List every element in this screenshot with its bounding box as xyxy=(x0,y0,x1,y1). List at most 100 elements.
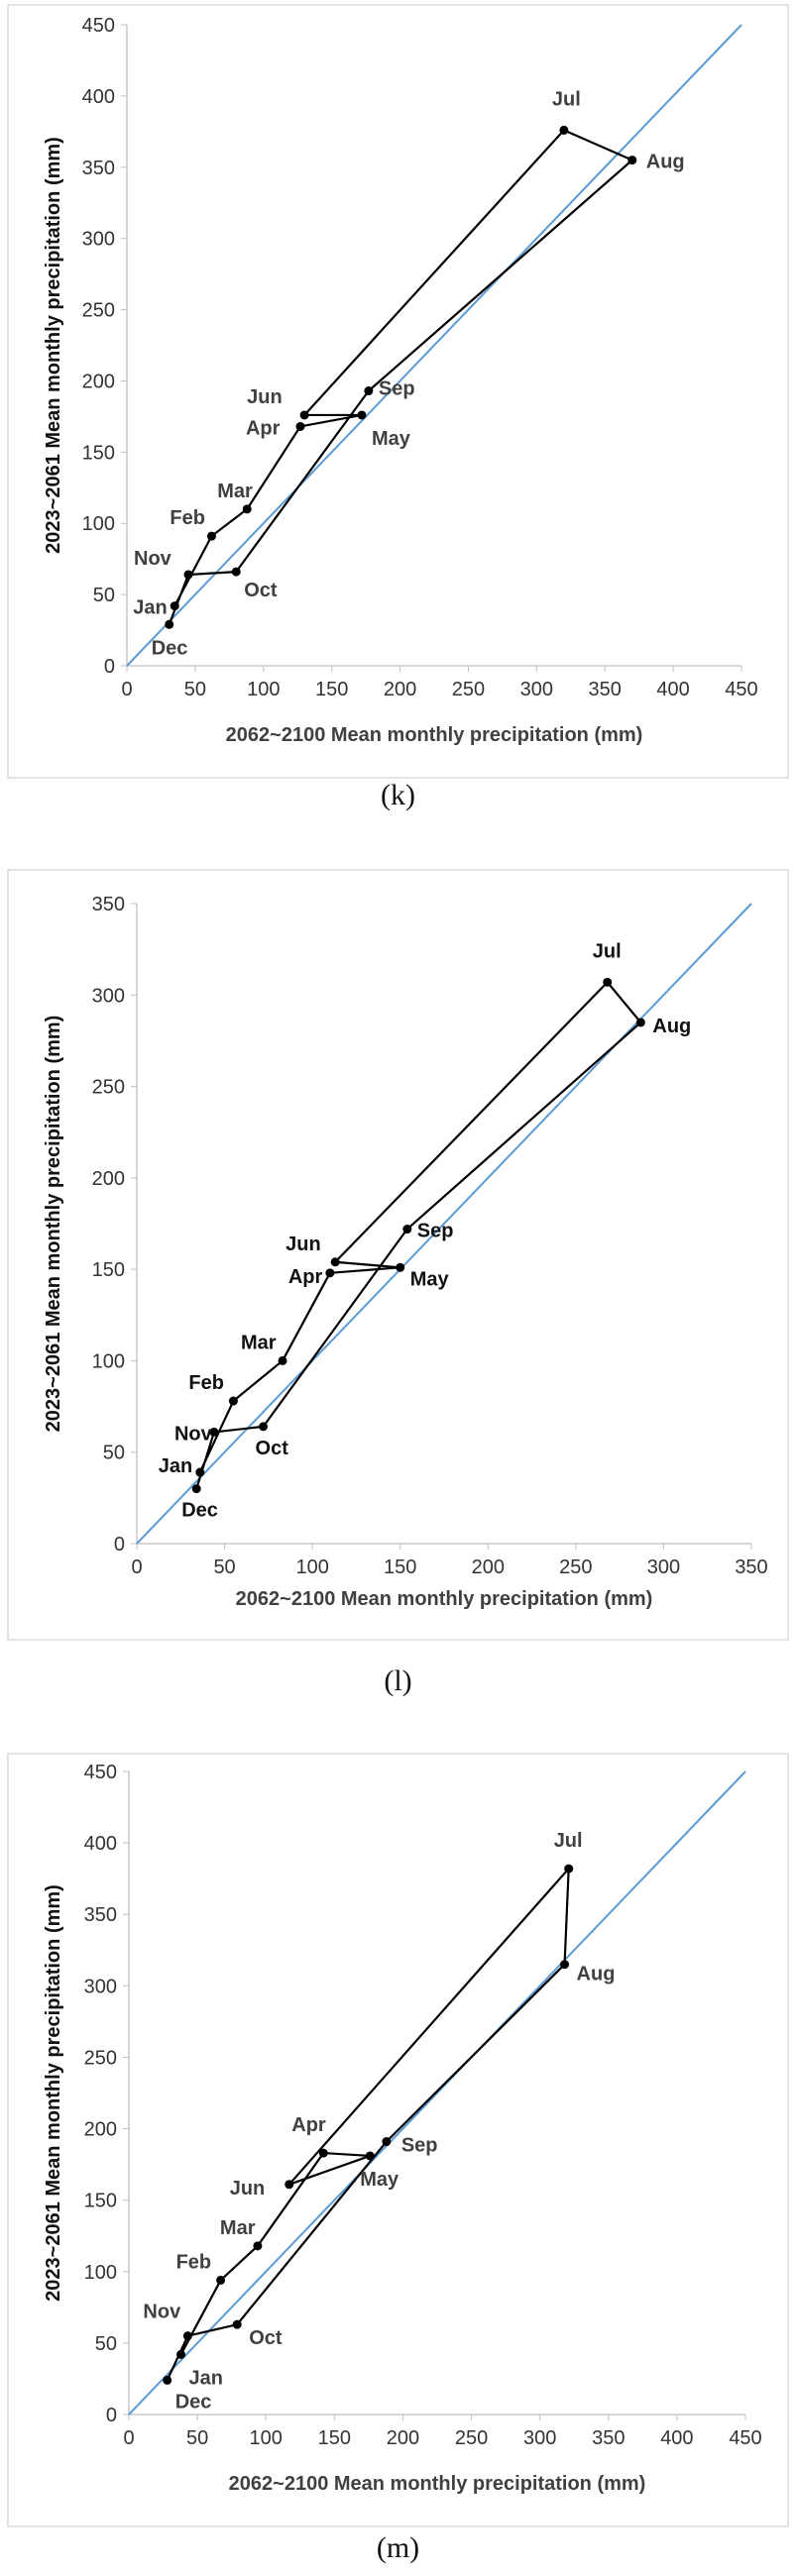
y-tick-label: 350 xyxy=(84,1904,117,1926)
data-point-aug xyxy=(627,156,637,165)
y-tick-label: 50 xyxy=(93,585,115,606)
x-tick-label: 450 xyxy=(725,679,757,700)
x-tick-label: 250 xyxy=(452,679,485,700)
data-label-jan: Jan xyxy=(189,2367,223,2389)
chart-k: 0 50 100 150 200 250 300 350 400 450 0 50 100 150 200 2… xyxy=(7,4,789,779)
x-tick-label: 450 xyxy=(729,2427,761,2449)
data-label-jul: Jul xyxy=(552,88,581,110)
y-tick-label: 100 xyxy=(84,2262,117,2284)
y-tick-label: 50 xyxy=(95,2333,117,2355)
data-point-feb xyxy=(206,531,216,541)
data-label-apr: Apr xyxy=(246,417,281,439)
data-label-oct: Oct xyxy=(244,580,278,601)
y-tick-label: 0 xyxy=(104,656,115,678)
data-point-may xyxy=(357,410,367,420)
y-tick-label: 300 xyxy=(84,1976,117,1997)
data-label-feb: Feb xyxy=(170,507,205,529)
y-tick-label: 0 xyxy=(114,1534,125,1556)
chart-panel-k: 0 50 100 150 200 250 300 350 400 450 0 50 100 150 200 2… xyxy=(0,0,796,811)
data-point-mar xyxy=(278,1355,287,1365)
data-label-jan: Jan xyxy=(133,597,167,619)
caption-l: (l) xyxy=(384,1664,412,1697)
data-point-sep xyxy=(382,2137,392,2147)
data-label-apr: Apr xyxy=(291,2114,326,2136)
y-tick-label: 300 xyxy=(82,229,115,251)
data-label-feb: Feb xyxy=(176,2251,212,2273)
data-point-jan xyxy=(176,2349,186,2359)
y-tick-label: 400 xyxy=(84,1833,117,1855)
data-label-jul: Jul xyxy=(593,940,622,962)
data-label-oct: Oct xyxy=(256,1438,289,1459)
y-tick-label: 250 xyxy=(92,1077,125,1099)
data-label-jun: Jun xyxy=(285,1234,321,1255)
data-point-sep xyxy=(402,1225,412,1234)
x-tick-label: 350 xyxy=(735,1556,767,1578)
data-label-oct: Oct xyxy=(249,2327,283,2349)
data-label-sep: Sep xyxy=(401,2135,438,2157)
x-tick-label: 400 xyxy=(660,2427,693,2449)
data-point-jul xyxy=(559,125,569,135)
chart-frame xyxy=(7,1753,789,2527)
data-point-aug xyxy=(560,1960,570,1970)
data-label-dec: Dec xyxy=(181,1500,218,1522)
x-tick-label: 100 xyxy=(295,1556,328,1578)
data-label-nov: Nov xyxy=(174,1423,213,1445)
x-axis-title: 2062~2100 Mean monthly precipitation (mm… xyxy=(229,2473,646,2495)
y-tick-label: 50 xyxy=(103,1443,125,1464)
data-point-nov xyxy=(182,2331,192,2341)
reference-line-1to1 xyxy=(126,24,742,667)
y-tick-label: 400 xyxy=(82,86,115,108)
y-tick-label: 200 xyxy=(92,1168,125,1190)
data-label-aug: Aug xyxy=(652,1016,691,1037)
x-tick-label: 50 xyxy=(184,679,206,700)
data-label-dec: Dec xyxy=(152,637,188,659)
x-tick-label: 250 xyxy=(455,2427,488,2449)
monthly-series-line xyxy=(166,1867,570,2381)
x-axis-title: 2062~2100 Mean monthly precipitation (mm… xyxy=(226,724,643,746)
chart-frame xyxy=(7,869,789,1641)
data-point-apr xyxy=(318,2148,328,2158)
x-tick-label: 0 xyxy=(131,1556,142,1578)
data-point-aug xyxy=(635,1018,645,1027)
data-point-feb xyxy=(216,2275,226,2285)
x-tick-label: 0 xyxy=(123,2427,134,2449)
x-tick-label: 0 xyxy=(121,679,132,700)
data-point-jul xyxy=(564,1864,574,1874)
monthly-series-line xyxy=(168,129,633,625)
x-tick-label: 250 xyxy=(559,1556,592,1578)
data-label-jan: Jan xyxy=(159,1455,192,1477)
data-point-jun xyxy=(299,410,309,420)
reference-line-1to1 xyxy=(128,1771,746,2415)
y-tick-label: 450 xyxy=(82,15,115,37)
data-point-jun xyxy=(330,1257,340,1267)
data-point-jun xyxy=(284,2180,294,2190)
data-label-aug: Aug xyxy=(577,1964,616,1986)
x-tick-label: 200 xyxy=(472,1556,505,1578)
y-tick-label: 100 xyxy=(82,513,115,535)
data-point-dec xyxy=(163,2375,172,2385)
data-label-dec: Dec xyxy=(175,2391,212,2413)
data-point-oct xyxy=(232,2319,242,2329)
y-tick-label: 450 xyxy=(84,1762,117,1783)
chart-m: 0 50 100 150 200 250 300 350 400 450 0 50 100 150 200 2… xyxy=(7,1753,789,2527)
data-label-apr: Apr xyxy=(288,1266,323,1288)
x-tick-label: 300 xyxy=(520,679,553,700)
y-tick-label: 150 xyxy=(92,1259,125,1281)
y-tick-label: 150 xyxy=(84,2191,117,2212)
x-tick-label: 300 xyxy=(647,1556,680,1578)
data-label-sep: Sep xyxy=(417,1221,454,1242)
x-tick-label: 150 xyxy=(318,2427,351,2449)
data-point-oct xyxy=(231,567,241,577)
y-axis-title: 2023~2061 Mean monthly precipitation (mm… xyxy=(43,137,64,554)
y-axis-title: 2023~2061 Mean monthly precipitation (mm… xyxy=(43,1884,64,2302)
data-label-nov: Nov xyxy=(134,548,172,570)
x-tick-label: 400 xyxy=(656,679,689,700)
data-label-mar: Mar xyxy=(217,481,253,502)
x-tick-label: 350 xyxy=(592,2427,625,2449)
caption-k: (k) xyxy=(381,779,415,811)
data-label-aug: Aug xyxy=(646,152,685,173)
reference-line-1to1 xyxy=(136,903,752,1545)
data-label-sep: Sep xyxy=(379,378,415,400)
data-label-may: May xyxy=(360,2169,399,2191)
monthly-series-line xyxy=(195,981,642,1489)
